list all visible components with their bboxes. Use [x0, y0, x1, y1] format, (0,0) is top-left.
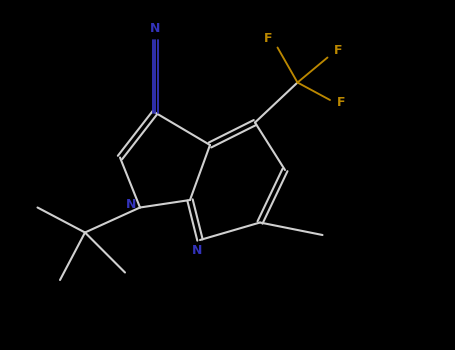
- Text: N: N: [126, 198, 136, 211]
- Text: F: F: [334, 43, 343, 56]
- Text: N: N: [150, 22, 160, 35]
- Text: N: N: [192, 245, 202, 258]
- Text: F: F: [264, 32, 273, 45]
- Text: F: F: [337, 96, 345, 109]
